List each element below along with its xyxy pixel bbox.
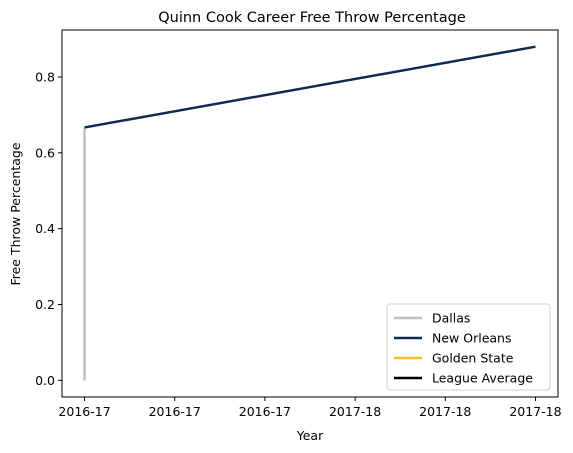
legend-label: Dallas — [432, 311, 470, 326]
y-tick-label: 0.8 — [35, 70, 55, 85]
x-axis-label: Year — [296, 428, 324, 443]
x-axis: 2016-17 2016-17 2016-17 2017-18 2017-18 2017-… — [58, 397, 562, 419]
x-tick-label: 2017-18 — [509, 404, 561, 419]
series-layer — [83, 45, 536, 381]
y-axis-label: Free Throw Percentage — [8, 142, 23, 285]
x-tick-label: 2016-17 — [239, 404, 291, 419]
legend-frame — [386, 303, 551, 391]
y-tick-label: 0.2 — [35, 297, 55, 312]
legend: Dallas New Orleans Golden State League Aver… — [386, 303, 551, 391]
legend-label: League Average — [432, 371, 533, 386]
legend-label: Golden State — [432, 351, 514, 366]
series-line-new-orleans — [84, 45, 536, 129]
x-tick-label: 2017-18 — [419, 404, 471, 419]
y-tick-label: 0.4 — [35, 221, 55, 236]
y-axis: 0.0 0.2 0.4 0.6 0.8 — [35, 70, 62, 388]
plot-frame — [61, 29, 559, 398]
x-tick-label: 2017-18 — [329, 404, 381, 419]
x-tick-label: 2016-17 — [58, 404, 110, 419]
x-tick-label: 2016-17 — [149, 404, 201, 419]
legend-label: New Orleans — [432, 331, 511, 346]
chart-title: Quinn Cook Career Free Throw Percentage — [158, 10, 466, 26]
y-tick-label: 0.0 — [35, 373, 55, 388]
y-tick-label: 0.6 — [35, 145, 55, 160]
